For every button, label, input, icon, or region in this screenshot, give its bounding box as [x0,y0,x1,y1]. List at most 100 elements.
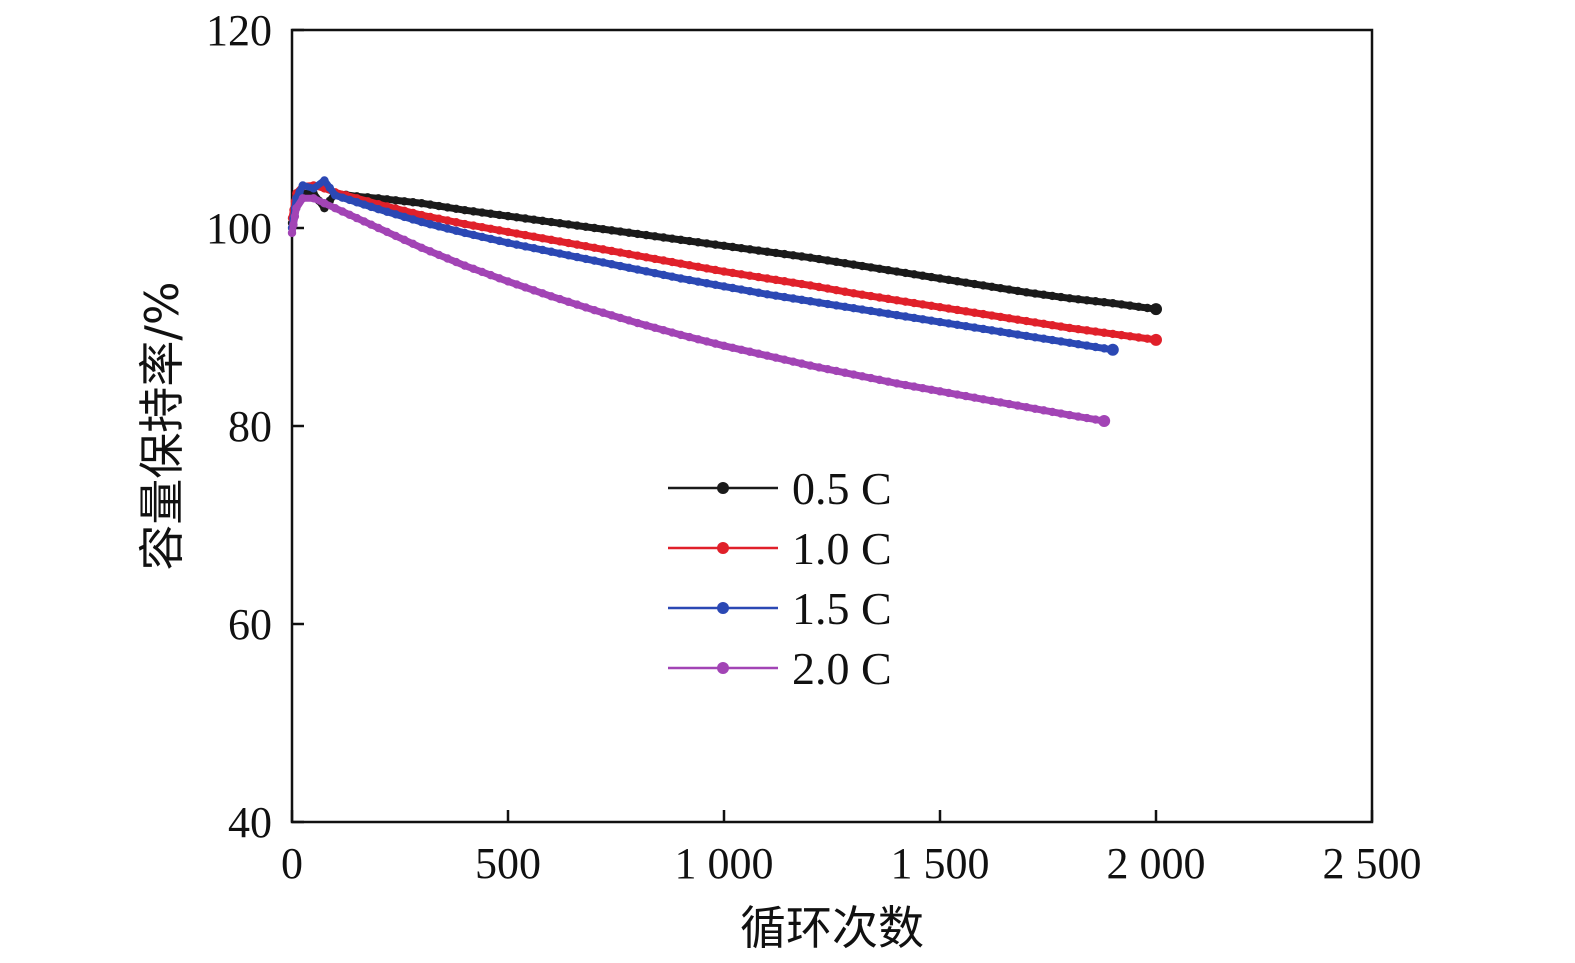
legend-marker [717,542,729,554]
data-point [676,330,685,340]
series-3 [287,194,1111,428]
data-point [901,380,910,390]
data-point [1082,296,1092,305]
data-point [728,283,737,293]
data-point [581,242,590,251]
data-point [892,310,901,320]
data-point [426,212,435,222]
data-point [1106,343,1119,356]
data-point [417,199,426,208]
data-point [547,235,556,245]
data-point [1065,294,1074,303]
data-point [685,332,694,342]
y-tick-label: 120 [206,6,272,55]
data-point [788,251,798,260]
data-point [970,393,979,402]
data-point [495,236,504,246]
data-point [642,321,651,330]
data-point [935,317,945,327]
data-point [538,234,547,243]
data-point [944,319,953,328]
data-point [1082,326,1092,335]
data-point [1065,323,1074,333]
data-point [529,232,539,241]
data-point [298,194,307,203]
data-point [1108,299,1118,308]
data-point [719,341,729,351]
data-point [875,308,884,317]
data-point [1134,333,1143,342]
data-point [961,307,971,316]
data-point [1091,415,1100,424]
data-point [408,239,418,249]
data-point [883,377,893,386]
data-point [590,305,599,315]
data-point [892,267,901,276]
data-point [564,238,573,248]
data-point [1013,401,1022,410]
data-point [367,220,376,229]
data-point [918,383,927,393]
data-point [719,241,729,251]
data-point [1004,285,1014,294]
data-point [1048,407,1057,417]
data-point [737,345,746,354]
data-point [400,197,409,206]
data-point [918,300,927,309]
data-point [495,210,504,220]
data-point [1082,413,1092,423]
data-point [659,256,668,265]
data-point [875,293,884,302]
data-point [771,248,781,258]
data-point [460,205,469,215]
data-point [512,229,521,238]
data-point [624,263,634,272]
data-point [443,216,452,225]
data-point [780,249,789,259]
data-point [607,246,616,256]
data-point [642,267,651,276]
data-point [763,274,772,283]
data-point [417,243,426,252]
data-point [719,267,729,276]
data-point [763,290,772,299]
data-point [555,294,565,304]
y-axis-label: 容量保持率/% [135,281,189,570]
data-point [935,274,945,283]
data-point [953,320,962,330]
x-tick-label: 0 [281,839,303,888]
data-point [469,230,478,240]
data-point [711,265,720,275]
data-point [486,270,495,280]
data-point [607,260,616,269]
data-point [979,281,988,290]
data-point [598,245,608,254]
data-point [292,204,301,213]
data-point [1039,406,1048,415]
data-point [763,351,772,360]
data-point [823,284,832,293]
data-point [754,349,763,358]
data-point [367,202,376,212]
data-point [676,235,685,245]
data-point [572,221,582,230]
data-point [616,313,625,323]
data-point [1013,286,1022,296]
data-point [616,227,625,236]
data-point [918,271,927,280]
data-point [547,247,556,256]
data-point [702,337,711,346]
data-point [521,242,530,251]
data-point [866,291,876,301]
data-point [840,368,850,377]
data-point [426,220,435,229]
data-point [650,323,660,332]
y-tick-label: 40 [228,798,272,847]
data-point [426,247,435,256]
data-point [987,282,997,292]
data-point [1125,332,1135,341]
data-point [806,361,815,370]
data-point [737,243,746,253]
data-point [987,311,997,320]
